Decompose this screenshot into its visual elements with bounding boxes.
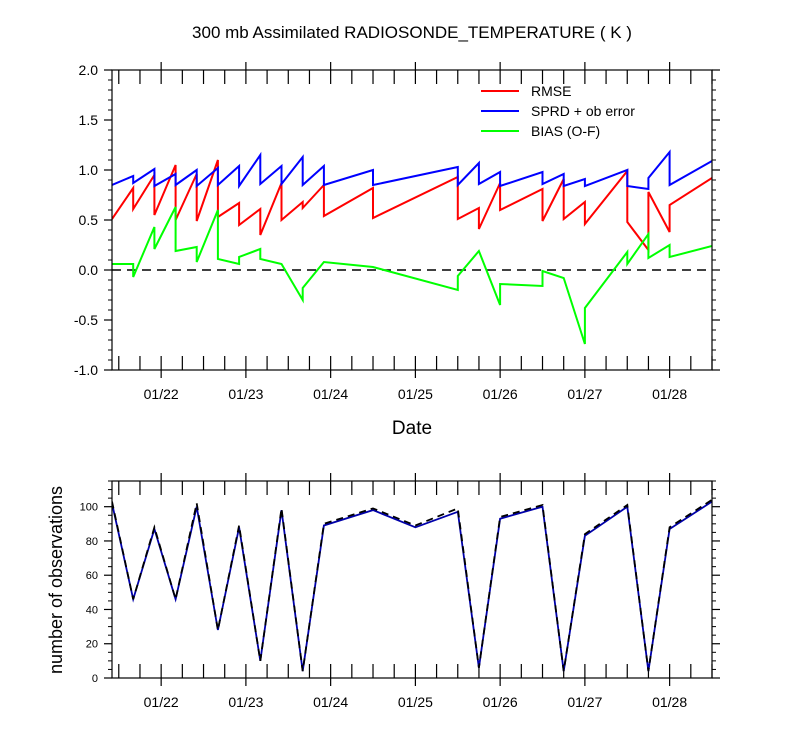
y-tick-label: 0 xyxy=(92,673,98,685)
legend-label: BIAS (O-F) xyxy=(531,123,600,139)
x-tick-label: 01/26 xyxy=(483,386,518,402)
y-tick-label: 40 xyxy=(86,604,98,616)
y-axis-label: number of observations xyxy=(46,486,66,674)
legend-label: RMSE xyxy=(531,83,571,99)
series-sprd-ob-error-line xyxy=(112,149,712,191)
bottom-axes: 01/22 01/23 01/24 01/25 01/26 01/27 01/28 0 20 40… xyxy=(80,473,720,710)
y-tick-label: 1.5 xyxy=(79,112,99,128)
x-tick-label: 01/23 xyxy=(228,694,263,710)
y-tick-label: 60 xyxy=(86,570,98,582)
chart-title: 300 mb Assimilated RADIOSONDE_TEMPERATUR… xyxy=(192,23,632,42)
bottom-plot-frame xyxy=(111,480,713,679)
x-tick-label: 01/27 xyxy=(567,386,602,402)
y-tick-label: 0.0 xyxy=(79,262,99,278)
series-rmse-line xyxy=(112,159,712,253)
y-tick-label: -0.5 xyxy=(74,312,98,328)
x-tick-label: 01/25 xyxy=(398,694,433,710)
x-tick-label: 01/24 xyxy=(313,694,348,710)
y-tick-label: 100 xyxy=(80,502,98,514)
top-axes: 01/22 01/23 01/24 01/25 01/26 01/27 01/28 -1.0 -… xyxy=(74,62,720,402)
x-tick-label: 01/25 xyxy=(398,386,433,402)
x-tick-label: 01/23 xyxy=(228,386,263,402)
x-tick-label: 01/27 xyxy=(567,694,602,710)
series-assimilated-line xyxy=(112,500,712,672)
top-series-group xyxy=(112,149,712,345)
y-tick-label: 80 xyxy=(86,536,98,548)
x-tick-label: 01/22 xyxy=(144,386,179,402)
y-tick-label: 1.0 xyxy=(79,162,99,178)
legend: RMSE SPRD + ob error BIAS (O-F) xyxy=(481,83,635,139)
bottom-series-group xyxy=(112,499,712,672)
observation-count-chart: 01/22 01/23 01/24 01/25 01/26 01/27 01/28 0 20 40… xyxy=(46,473,720,710)
bias-rmse-chart: 300 mb Assimilated RADIOSONDE_TEMPERATUR… xyxy=(74,23,720,439)
x-tick-label: 01/28 xyxy=(652,694,687,710)
series-bias-o-f-line xyxy=(112,206,712,345)
y-tick-label: 2.0 xyxy=(79,62,99,78)
x-axis-label: Date xyxy=(392,418,432,439)
y-tick-label: 0.5 xyxy=(79,212,99,228)
x-tick-label: 01/24 xyxy=(313,386,348,402)
y-tick-label: -1.0 xyxy=(74,362,98,378)
x-tick-label: 01/22 xyxy=(144,694,179,710)
x-tick-label: 01/28 xyxy=(652,386,687,402)
y-tick-label: 20 xyxy=(86,639,98,651)
x-tick-label: 01/26 xyxy=(483,694,518,710)
legend-label: SPRD + ob error xyxy=(531,103,635,119)
top-plot-frame xyxy=(111,69,713,371)
series-total-line xyxy=(112,499,712,672)
